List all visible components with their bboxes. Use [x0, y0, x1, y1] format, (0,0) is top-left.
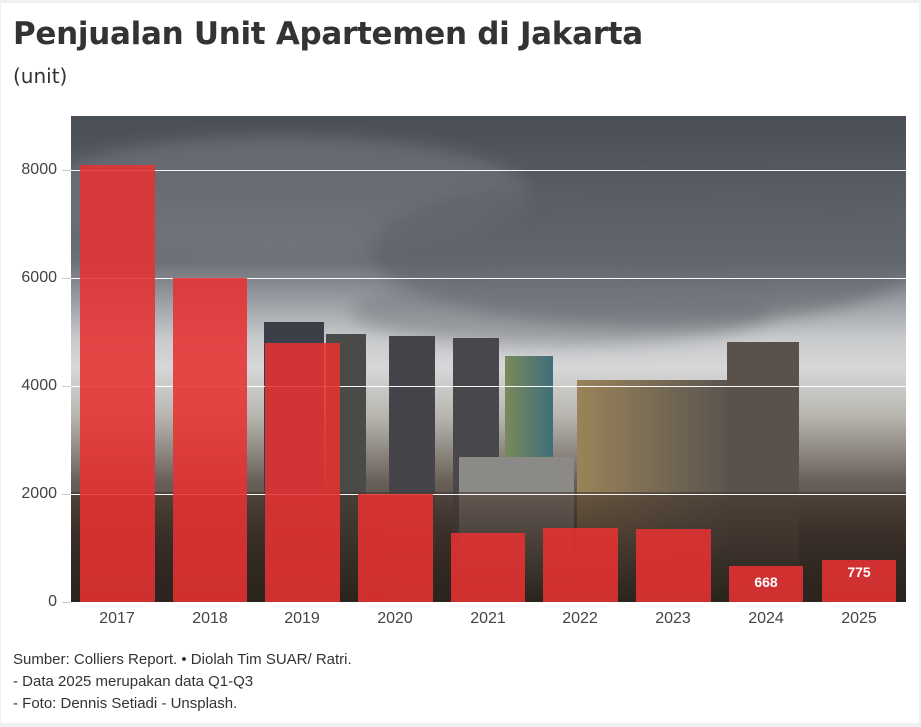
- y-tick-label: 4000: [21, 377, 57, 394]
- data-note: - Data 2025 merupakan data Q1-Q3: [13, 673, 254, 690]
- y-tick-mark: [62, 278, 71, 279]
- bar-2018[interactable]: [173, 278, 247, 602]
- bar-value-label: 775: [847, 564, 871, 580]
- bar-2019[interactable]: [265, 343, 340, 602]
- x-tick-label: 2018: [192, 610, 228, 627]
- x-tick-label: 2024: [748, 610, 784, 627]
- y-tick-label: 8000: [21, 161, 57, 178]
- x-tick-label: 2017: [99, 610, 135, 627]
- bar-2025[interactable]: 775: [822, 560, 896, 602]
- bar-2024[interactable]: 668: [729, 566, 803, 602]
- y-tick-mark: [62, 386, 71, 387]
- y-tick-label: 2000: [21, 485, 57, 502]
- bar-2020[interactable]: [358, 494, 433, 602]
- chart-title: Penjualan Unit Apartemen di Jakarta: [13, 16, 643, 52]
- y-tick-label: 6000: [21, 269, 57, 286]
- x-tick-label: 2023: [655, 610, 691, 627]
- photo-credit: - Foto: Dennis Setiadi - Unsplash.: [13, 695, 238, 712]
- chart-subtitle: (unit): [13, 64, 68, 88]
- y-tick-mark: [62, 170, 71, 171]
- x-tick-label: 2025: [841, 610, 877, 627]
- source-note: Sumber: Colliers Report. • Diolah Tim SU…: [13, 651, 352, 668]
- y-tick-mark: [62, 494, 71, 495]
- gridline-4000: [71, 386, 906, 387]
- cloud-shape: [351, 276, 771, 346]
- x-tick-label: 2021: [470, 610, 506, 627]
- gridline-6000: [71, 278, 906, 279]
- gridline-2000: [71, 494, 906, 495]
- bar-2023[interactable]: [636, 529, 711, 602]
- y-tick-mark: [62, 602, 71, 603]
- x-tick-label: 2020: [377, 610, 413, 627]
- bar-2022[interactable]: [543, 528, 618, 602]
- y-tick-label: 0: [48, 593, 57, 610]
- gridline-8000: [71, 170, 906, 171]
- x-tick-label: 2019: [284, 610, 320, 627]
- bar-2017[interactable]: [80, 165, 155, 602]
- plot-area: 668 775: [71, 116, 906, 602]
- bar-value-label: 668: [754, 574, 778, 590]
- bar-2021[interactable]: [451, 533, 525, 602]
- cloud-shape: [371, 176, 906, 326]
- x-tick-label: 2022: [562, 610, 598, 627]
